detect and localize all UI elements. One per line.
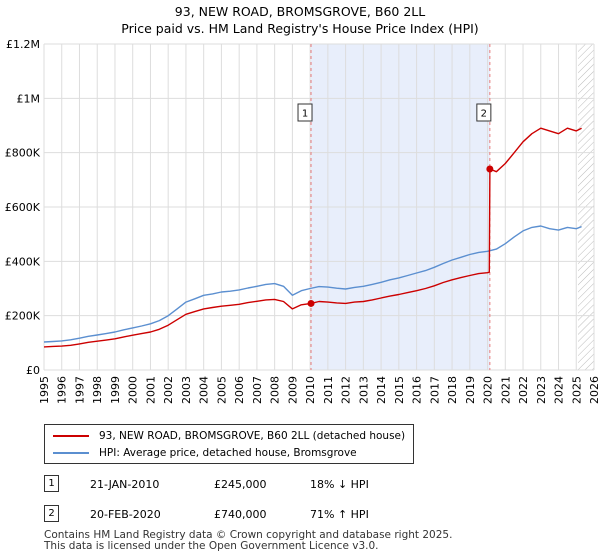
- x-tick-label: 1995: [38, 376, 51, 404]
- sale-number-badge: 2: [44, 505, 59, 522]
- x-tick-label: 2020: [482, 376, 495, 404]
- x-tick-label: 2016: [411, 376, 424, 404]
- sale-point-2: [486, 165, 494, 173]
- sale-hpi-diff: 18% ↓ HPI: [310, 478, 369, 491]
- y-tick-label: £1M: [17, 92, 41, 105]
- x-tick-label: 2022: [517, 376, 530, 404]
- marker-badge-box-2: [476, 103, 492, 122]
- price-paid-line: [43, 127, 582, 348]
- x-tick-label: 2007: [251, 376, 264, 404]
- x-tick-label: 2010: [304, 376, 317, 404]
- sale-date: 21-JAN-2010: [90, 478, 160, 491]
- hpi-line: [43, 225, 582, 343]
- footer-line2: This data is licensed under the Open Gov…: [44, 540, 379, 552]
- sale-price: £740,000: [214, 508, 267, 521]
- marker-badge-label: 2: [481, 109, 487, 120]
- y-tick-label: £400K: [5, 255, 41, 268]
- chart-legend: 93, NEW ROAD, BROMSGROVE, B60 2LL (detac…: [44, 424, 414, 464]
- y-tick-label: £200K: [5, 310, 41, 323]
- x-tick-label: 2013: [357, 376, 370, 404]
- sale-price: £245,000: [214, 478, 267, 491]
- legend-label-price: 93, NEW ROAD, BROMSGROVE, B60 2LL (detac…: [99, 430, 406, 442]
- marker-badge-box-1: [297, 103, 313, 122]
- legend-swatch-price: [53, 435, 89, 437]
- chart-title: 93, NEW ROAD, BROMSGROVE, B60 2LL Price …: [0, 3, 600, 37]
- x-tick-label: 2017: [428, 376, 441, 404]
- x-tick-label: 2005: [215, 376, 228, 404]
- x-tick-label: 2018: [446, 376, 459, 404]
- x-tick-label: 1996: [56, 376, 69, 404]
- x-tick-label: 2001: [144, 376, 157, 404]
- marker-badge-label: 1: [302, 109, 308, 120]
- x-tick-label: 2008: [269, 376, 282, 404]
- x-tick-label: 2011: [322, 376, 335, 404]
- x-tick-label: 2000: [127, 376, 140, 404]
- legend-label-hpi: HPI: Average price, detached house, Brom…: [99, 447, 357, 459]
- y-tick-label: £600K: [5, 201, 41, 214]
- x-tick-label: 1999: [109, 376, 122, 404]
- x-tick-label: 2025: [570, 376, 583, 404]
- x-tick-label: 2014: [375, 376, 388, 404]
- x-tick-label: 1998: [91, 376, 104, 404]
- sale-point-1: [307, 299, 315, 307]
- x-tick-label: 2006: [233, 376, 246, 404]
- chart-title-line1: 93, NEW ROAD, BROMSGROVE, B60 2LL: [174, 4, 426, 19]
- x-tick-label: 1997: [73, 376, 86, 404]
- legend-swatch-hpi: [53, 452, 89, 454]
- x-tick-label: 2026: [588, 376, 600, 404]
- x-tick-label: 2021: [499, 376, 512, 404]
- y-tick-label: £0: [26, 364, 40, 377]
- x-tick-label: 2024: [553, 376, 566, 404]
- y-tick-label: £1.2M: [6, 38, 40, 51]
- footer-attribution: Contains HM Land Registry data © Crown c…: [44, 530, 452, 552]
- sale-hpi-diff: 71% ↑ HPI: [310, 508, 369, 521]
- chart-title-line2: Price paid vs. HM Land Registry's House …: [121, 21, 479, 36]
- y-tick-label: £800K: [5, 147, 41, 160]
- x-tick-label: 2012: [340, 376, 353, 404]
- sale-number-badge: 1: [44, 475, 59, 492]
- footer-line1: Contains HM Land Registry data © Crown c…: [44, 529, 453, 541]
- x-tick-label: 2019: [464, 376, 477, 404]
- x-tick-label: 2015: [393, 376, 406, 404]
- x-tick-label: 2003: [180, 376, 193, 404]
- x-tick-label: 2004: [198, 376, 211, 404]
- sale-date: 20-FEB-2020: [90, 508, 161, 521]
- x-tick-label: 2002: [162, 376, 175, 404]
- price-chart: £0 £200K £400K £600K £800K £1M £1.2M 1995 1996 19…: [5, 38, 600, 404]
- x-tick-label: 2009: [286, 376, 299, 404]
- x-tick-label: 2023: [535, 376, 548, 404]
